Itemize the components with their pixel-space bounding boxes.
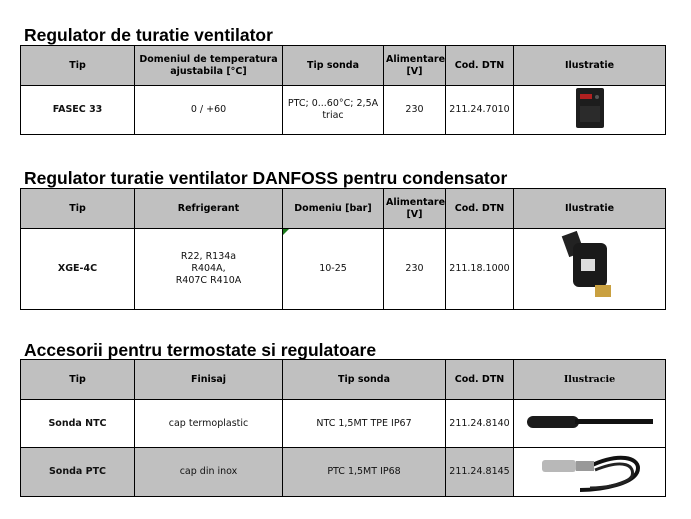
header-illustration: Ilustracie xyxy=(513,359,666,400)
cell-type: XGE-4C xyxy=(20,228,135,310)
cell-type: Sonda PTC xyxy=(20,447,135,497)
cell-type: FASEC 33 xyxy=(20,85,135,135)
header-code: Cod. DTN xyxy=(445,188,514,229)
section-title: Accesorii pentru termostate si regulatoa… xyxy=(24,340,377,360)
cell-power: 230 xyxy=(383,228,446,310)
cell-illustration xyxy=(513,399,666,448)
cell-power: 230 xyxy=(383,85,446,135)
header-range: Domeniul de temperatura ajustabila [°C] xyxy=(134,45,283,86)
cell-illustration xyxy=(513,228,666,310)
header-tip: Tip xyxy=(20,188,135,229)
cell-probe: NTC 1,5MT TPE IP67 xyxy=(282,399,446,448)
header-illustration: Ilustratie xyxy=(513,45,666,86)
cell-code: 211.18.1000 xyxy=(445,228,514,310)
header-power: Alimentare [V] xyxy=(383,45,446,86)
ptc-probe-image xyxy=(541,455,640,492)
cell-code: 211.24.7010 xyxy=(445,85,514,135)
cell-probe: PTC 1,5MT IP68 xyxy=(282,447,446,497)
header-finish: Finisaj xyxy=(134,359,283,400)
cell-illustration xyxy=(513,85,666,135)
header-probe: Tip sonda xyxy=(282,359,446,400)
ntc-probe-image xyxy=(526,415,653,428)
controller-image xyxy=(575,88,604,128)
cell-finish: cap termoplastic xyxy=(134,399,283,448)
cell-finish: cap din inox xyxy=(134,447,283,497)
header-tip: Tip xyxy=(20,45,135,86)
cell-probe: PTC; 0...60°C; 2,5A triac xyxy=(282,85,384,135)
section-title: Regulator de turatie ventilator xyxy=(24,25,273,45)
header-probe: Tip sonda xyxy=(282,45,384,86)
header-power: Alimentare [V] xyxy=(383,188,446,229)
header-tip: Tip xyxy=(20,359,135,400)
cell-range: 10-25 xyxy=(282,228,384,310)
table-row: Sonda PTC cap din inox PTC 1,5MT IP68 21… xyxy=(20,447,666,497)
cell-illustration xyxy=(513,447,666,497)
header-code: Cod. DTN xyxy=(445,359,514,400)
section-title: Regulator turatie ventilator DANFOSS pen… xyxy=(24,168,508,188)
cell-code: 211.24.8145 xyxy=(445,447,514,497)
header-code: Cod. DTN xyxy=(445,45,514,86)
table-row: FASEC 33 0 / +60 PTC; 0...60°C; 2,5A tri… xyxy=(20,85,666,135)
accessories-table: Tip Finisaj Tip sonda Cod. DTN Ilustraci… xyxy=(20,359,666,497)
cell-type: Sonda NTC xyxy=(20,399,135,448)
cell-code: 211.24.8140 xyxy=(445,399,514,448)
danfoss-regulator-table: Tip Refrigerant Domeniu [bar] Alimentare… xyxy=(20,188,666,310)
pressure-regulator-image xyxy=(561,230,611,297)
header-range: Domeniu [bar] xyxy=(282,188,384,229)
cell-refrigerant: R22, R134a R404A, R407C R410A xyxy=(134,228,283,310)
table-row: XGE-4C R22, R134a R404A, R407C R410A 10-… xyxy=(20,228,666,310)
fan-regulator-table: Tip Domeniul de temperatura ajustabila [… xyxy=(20,45,666,135)
header-illustration: Ilustratie xyxy=(513,188,666,229)
header-refrigerant: Refrigerant xyxy=(134,188,283,229)
cell-range: 0 / +60 xyxy=(134,85,283,135)
table-row: Sonda NTC cap termoplastic NTC 1,5MT TPE… xyxy=(20,399,666,448)
